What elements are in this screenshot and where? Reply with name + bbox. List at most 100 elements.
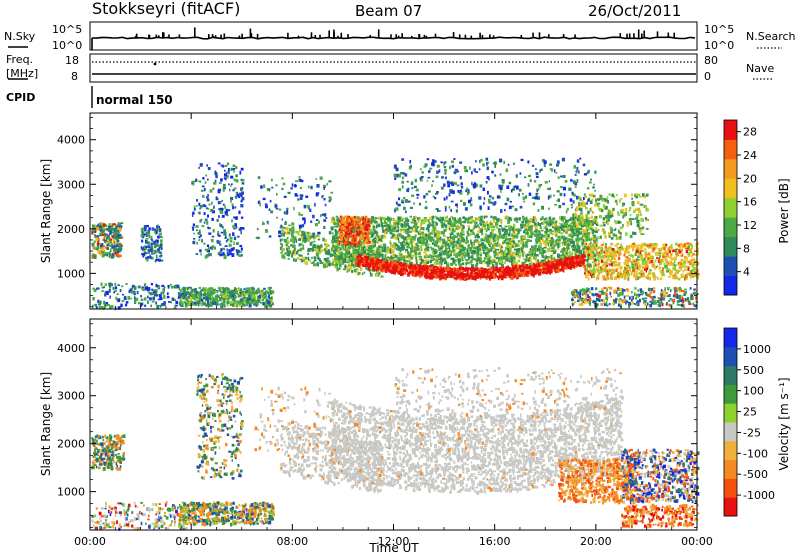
range-cell — [241, 254, 243, 257]
range-cell — [503, 227, 506, 231]
range-cell — [400, 235, 404, 239]
range-cell — [192, 211, 195, 215]
range-cell — [218, 215, 220, 218]
range-cell — [377, 272, 380, 275]
range-cell — [240, 199, 243, 203]
range-cell — [105, 290, 109, 295]
range-cell — [517, 240, 521, 243]
range-cell — [345, 249, 348, 253]
range-cell — [317, 256, 320, 260]
range-cell — [326, 265, 328, 268]
range-cell — [471, 217, 474, 222]
range-cell — [578, 245, 581, 249]
range-cell — [434, 235, 437, 238]
range-cell — [516, 250, 519, 253]
range-cell — [442, 250, 444, 255]
range-cell — [401, 248, 404, 251]
range-cell — [547, 236, 550, 240]
range-cell — [594, 218, 597, 222]
range-cell — [325, 258, 328, 262]
range-cell — [316, 184, 320, 188]
range-cell — [332, 217, 335, 221]
range-cell — [154, 259, 157, 263]
range-cell — [521, 221, 524, 224]
range-cell — [410, 247, 413, 251]
range-cell — [471, 264, 474, 268]
range-cell — [521, 262, 525, 266]
range-cell — [226, 174, 229, 179]
range-cell — [346, 246, 349, 250]
range-cell — [129, 288, 133, 291]
range-cell — [199, 207, 202, 210]
range-cell — [254, 303, 257, 306]
range-cell — [281, 226, 284, 229]
range-cell — [457, 237, 460, 242]
range-cell — [334, 228, 337, 233]
range-cell — [197, 293, 200, 298]
range-cell — [298, 224, 302, 229]
range-cell — [323, 258, 326, 261]
range-cell — [374, 217, 377, 220]
range-cell — [142, 231, 145, 235]
range-cell — [486, 220, 488, 224]
range-cell — [206, 164, 208, 167]
range-cell — [331, 239, 334, 244]
range-cell — [302, 238, 305, 243]
range-cell — [115, 248, 119, 252]
range-cell — [499, 233, 501, 238]
range-cell — [235, 191, 239, 194]
range-cell — [198, 166, 201, 169]
range-cell — [571, 244, 574, 249]
range-cell — [231, 303, 234, 307]
range-cell — [287, 191, 291, 194]
range-cell — [121, 285, 124, 288]
range-cell — [191, 302, 194, 304]
range-cell — [112, 232, 115, 234]
range-cell — [296, 251, 299, 255]
range-cell — [312, 260, 315, 264]
range-cell — [124, 303, 128, 307]
range-cell — [226, 214, 229, 217]
range-cell — [401, 218, 403, 222]
range-cell — [180, 301, 184, 304]
range-cell — [586, 258, 589, 262]
range-cell — [348, 263, 351, 266]
range-cell — [496, 220, 499, 223]
range-cell — [461, 221, 465, 223]
range-cell — [577, 219, 579, 222]
range-cell — [162, 291, 165, 296]
range-cell — [527, 226, 529, 230]
range-cell — [577, 229, 580, 232]
range-cell — [542, 221, 545, 224]
range-cell — [292, 241, 295, 244]
range-cell — [507, 224, 510, 229]
range-cell — [96, 226, 99, 231]
range-cell — [456, 240, 459, 244]
range-cell — [297, 231, 300, 235]
range-cell — [208, 253, 212, 257]
range-cell — [566, 246, 569, 250]
range-cell — [415, 227, 419, 230]
range-cell — [450, 250, 453, 254]
range-cell — [257, 176, 261, 179]
range-cell — [204, 218, 208, 222]
range-cell — [540, 222, 544, 225]
range-cell — [219, 294, 223, 296]
range-cell — [323, 186, 325, 190]
range-cell — [375, 249, 379, 253]
range-cell — [205, 293, 209, 296]
range-cell — [341, 246, 343, 250]
range-cell — [151, 238, 153, 242]
range-cell — [228, 243, 232, 247]
range-cell — [511, 254, 513, 258]
range-cell — [222, 297, 225, 302]
range-cell — [297, 251, 300, 254]
range-cell — [196, 241, 198, 245]
range-cell — [473, 247, 476, 249]
range-cell — [377, 273, 380, 277]
range-cell — [257, 296, 260, 298]
range-cell — [220, 231, 224, 234]
range-cell — [495, 223, 499, 226]
range-cell — [364, 215, 368, 219]
range-cell — [579, 218, 581, 223]
